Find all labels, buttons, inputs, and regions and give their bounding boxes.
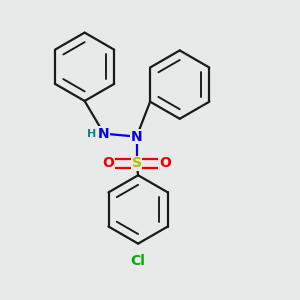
Text: O: O: [159, 156, 171, 170]
Text: H: H: [87, 129, 97, 139]
Text: Cl: Cl: [131, 254, 146, 268]
Text: S: S: [132, 156, 142, 170]
Text: N: N: [98, 127, 110, 141]
Text: N: N: [131, 130, 142, 144]
Text: O: O: [103, 156, 114, 170]
